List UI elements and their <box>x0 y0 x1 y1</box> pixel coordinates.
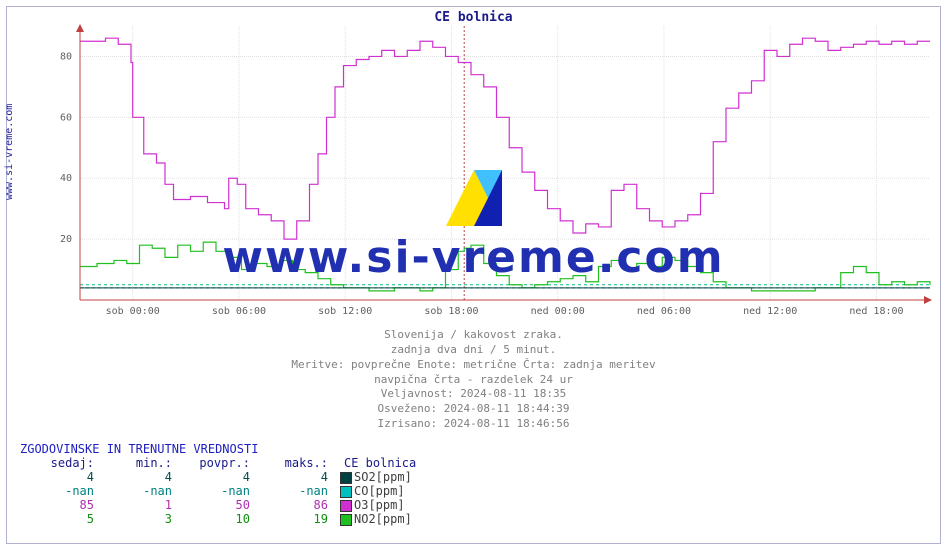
stats-row: -nan-nan-nan-nanCO[ppm] <box>20 484 420 498</box>
stats-cell: -nan <box>254 484 332 498</box>
svg-text:20: 20 <box>60 234 72 245</box>
stats-cell: 5 <box>20 512 98 526</box>
stats-col-header: povpr.: <box>176 456 254 470</box>
stats-cell: -nan <box>176 484 254 498</box>
stats-row: 531019NO2[ppm] <box>20 512 420 526</box>
footer-line: Osveženo: 2024-08-11 18:44:39 <box>0 402 947 417</box>
footer-line: navpična črta - razdelek 24 ur <box>0 373 947 388</box>
series-swatch-icon <box>340 514 352 526</box>
chart-plot-svg: 20 40 60 80 sob 00:00 sob 06:00 sob 12:00 sob 1… <box>0 0 947 330</box>
stats-row: 4444SO2[ppm] <box>20 470 420 484</box>
footer-line: Veljavnost: 2024-08-11 18:35 <box>0 387 947 402</box>
series-swatch-icon <box>340 486 352 498</box>
stats-cell: 4 <box>20 470 98 484</box>
stats-col-header: min.: <box>98 456 176 470</box>
stats-cell: 4 <box>176 470 254 484</box>
svg-text:60: 60 <box>60 112 72 123</box>
svg-text:sob 12:00: sob 12:00 <box>318 306 372 317</box>
stats-cell: 10 <box>176 512 254 526</box>
stats-col-header: sedaj: <box>20 456 98 470</box>
stats-cell: 19 <box>254 512 332 526</box>
svg-text:sob 18:00: sob 18:00 <box>424 306 478 317</box>
stats-table: sedaj:min.:povpr.:maks.:CE bolnica 4444S… <box>20 456 420 526</box>
svg-text:sob 00:00: sob 00:00 <box>106 306 160 317</box>
series-swatch-icon <box>340 500 352 512</box>
stats-title: ZGODOVINSKE IN TRENUTNE VREDNOSTI <box>20 442 420 456</box>
stats-station-header: CE bolnica <box>332 456 420 470</box>
stats-cell: 4 <box>254 470 332 484</box>
stats-spec-cell: SO2[ppm] <box>332 470 420 484</box>
stats-cell: 4 <box>98 470 176 484</box>
stats-cell: 86 <box>254 498 332 512</box>
footer-line: Meritve: povprečne Enote: metrične Črta:… <box>0 358 947 373</box>
stats-cell: 50 <box>176 498 254 512</box>
chart-footer-text: Slovenija / kakovost zraka.zadnja dva dn… <box>0 328 947 432</box>
footer-line: zadnja dva dni / 5 minut. <box>0 343 947 358</box>
stats-spec-cell: NO2[ppm] <box>332 512 420 526</box>
stats-cell: 85 <box>20 498 98 512</box>
chart-container: CE bolnica www.si-vreme.com 20406080sob … <box>0 0 947 550</box>
stats-cell: -nan <box>98 484 176 498</box>
svg-text:sob 06:00: sob 06:00 <box>212 306 266 317</box>
series-swatch-icon <box>340 472 352 484</box>
svg-text:40: 40 <box>60 173 72 184</box>
stats-spec-cell: O3[ppm] <box>332 498 420 512</box>
stats-col-header: maks.: <box>254 456 332 470</box>
stats-cell: 1 <box>98 498 176 512</box>
stats-row: 8515086O3[ppm] <box>20 498 420 512</box>
svg-text:ned 06:00: ned 06:00 <box>637 306 691 317</box>
svg-text:ned 18:00: ned 18:00 <box>849 306 903 317</box>
footer-line: Slovenija / kakovost zraka. <box>0 328 947 343</box>
svg-text:ned 00:00: ned 00:00 <box>531 306 585 317</box>
stats-spec-cell: CO[ppm] <box>332 484 420 498</box>
stats-block: ZGODOVINSKE IN TRENUTNE VREDNOSTI sedaj:… <box>20 442 420 526</box>
svg-text:80: 80 <box>60 51 72 62</box>
footer-line: Izrisano: 2024-08-11 18:46:56 <box>0 417 947 432</box>
stats-cell: -nan <box>20 484 98 498</box>
stats-cell: 3 <box>98 512 176 526</box>
svg-text:ned 12:00: ned 12:00 <box>743 306 797 317</box>
